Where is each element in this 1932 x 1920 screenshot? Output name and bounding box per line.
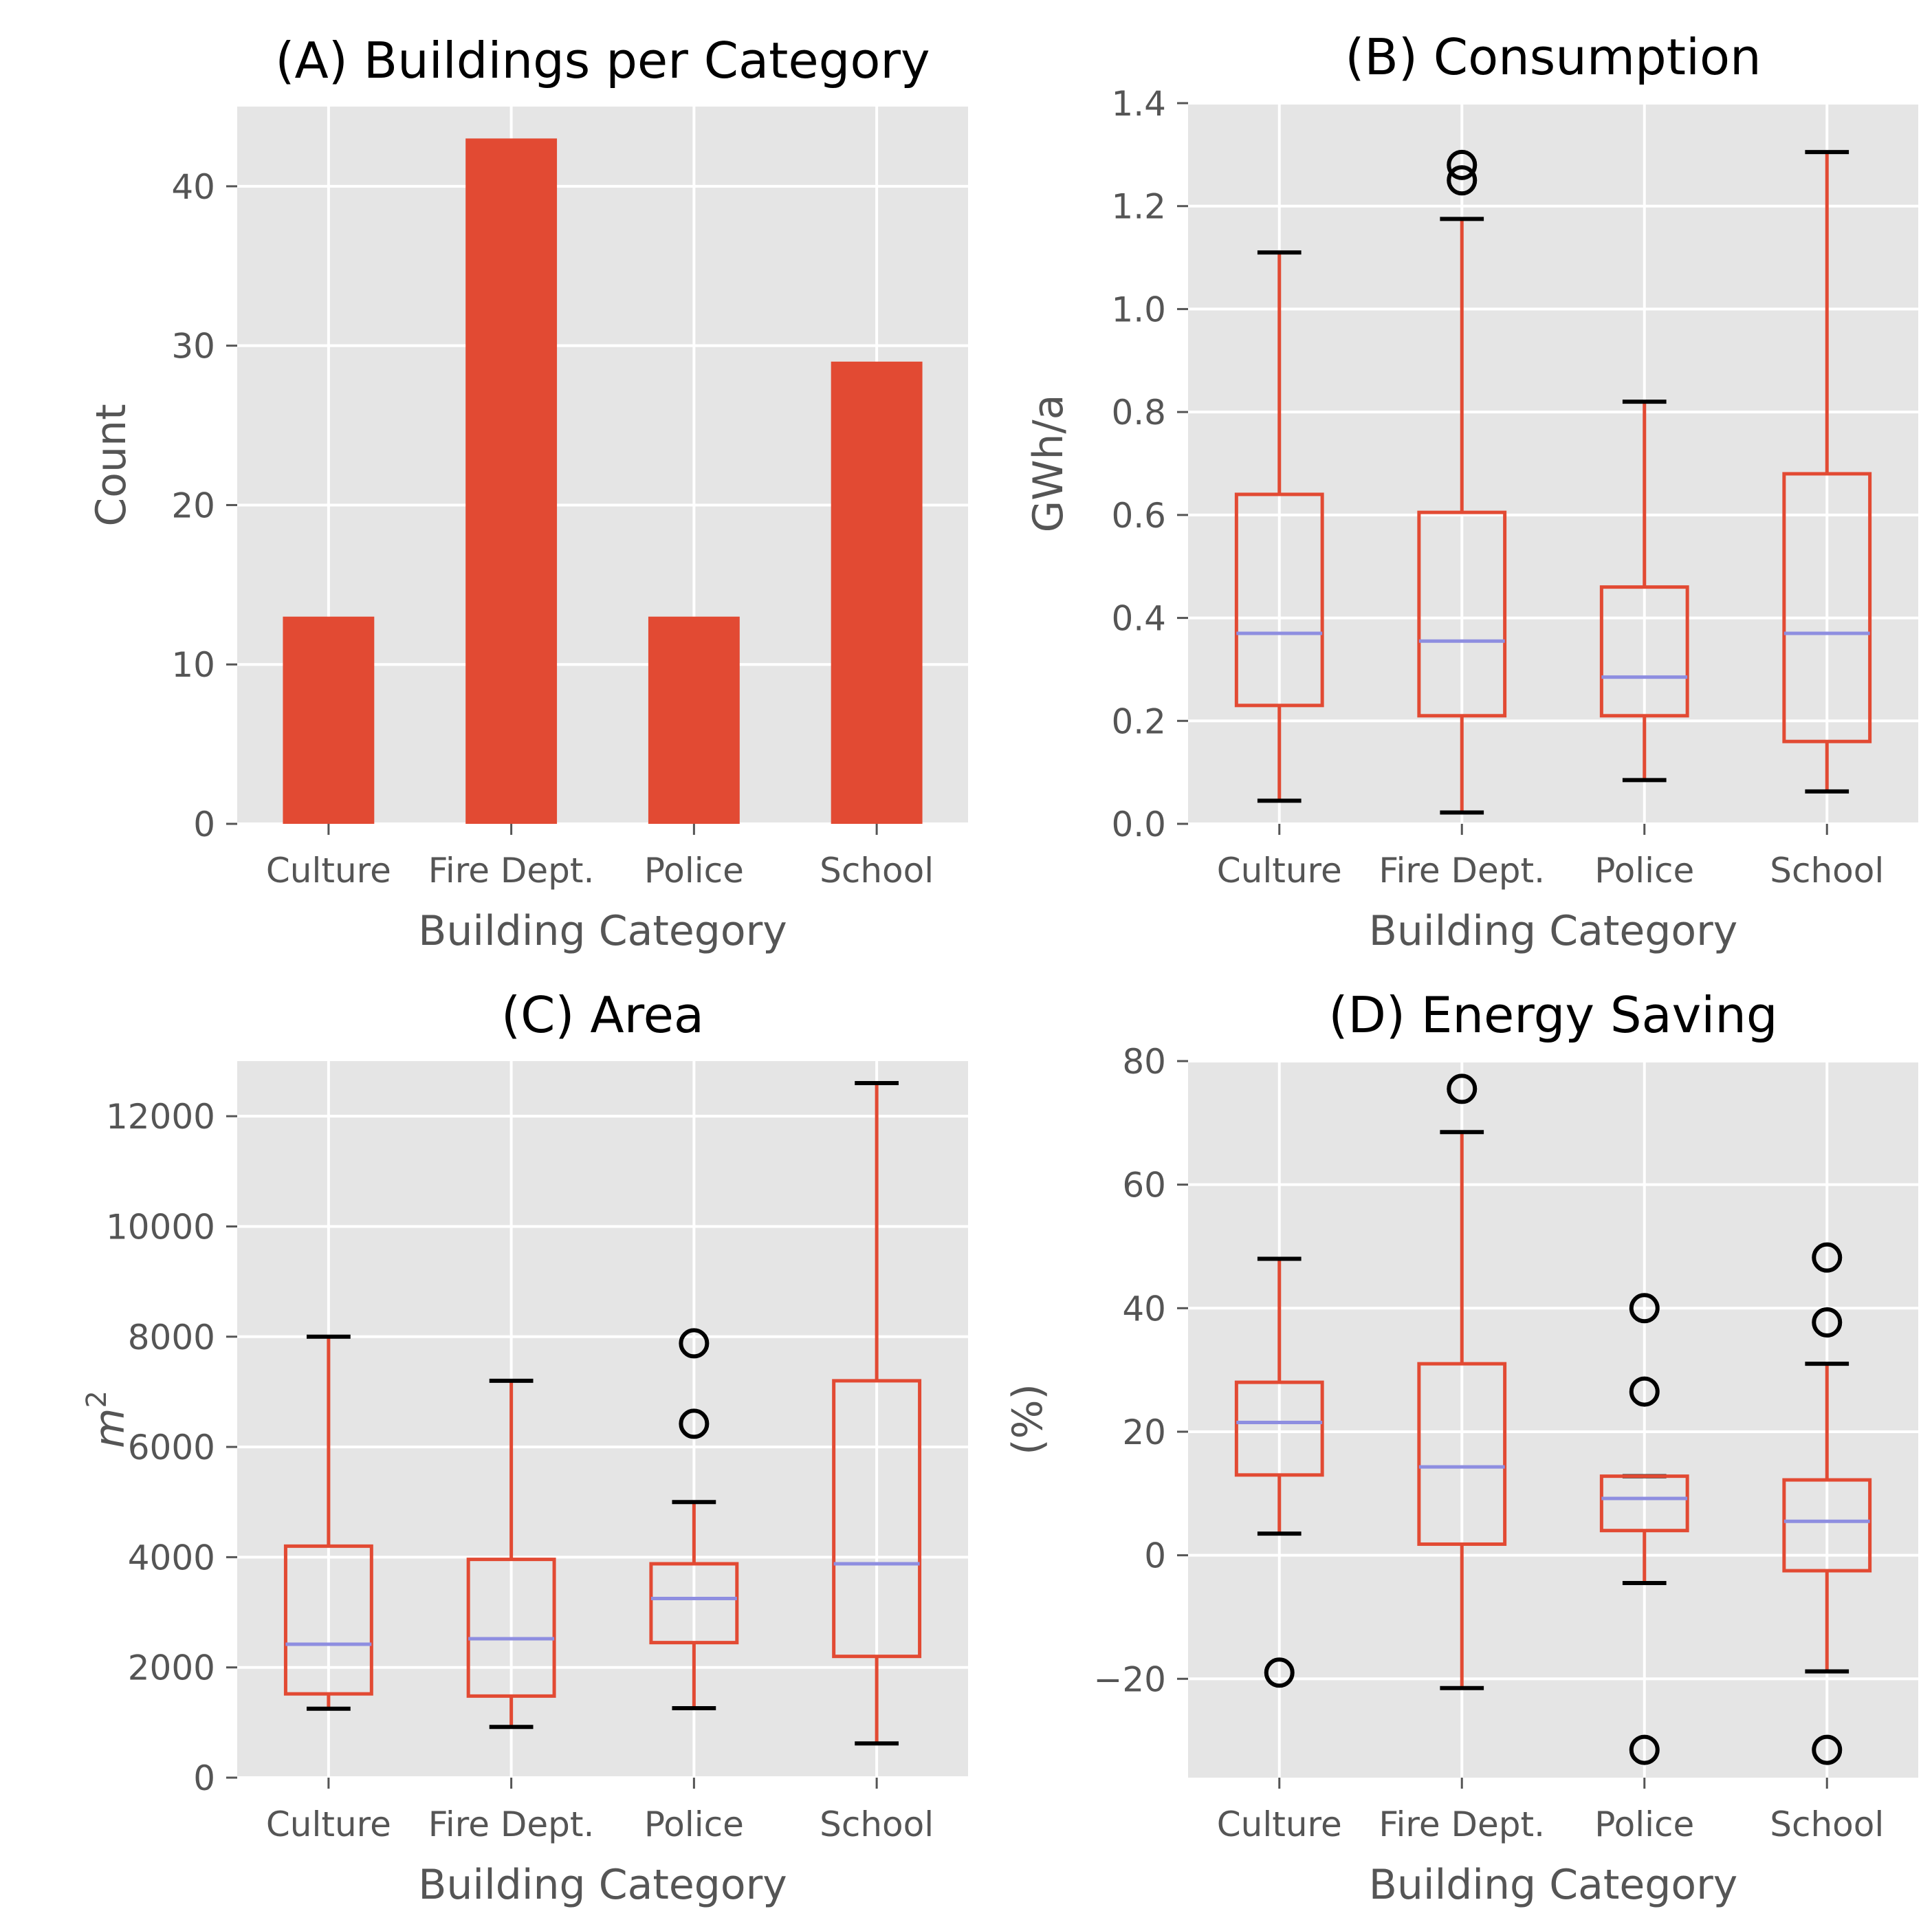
panel-c-outlier-2-0 bbox=[679, 1408, 710, 1439]
panel-c-ylabel-base: m bbox=[86, 1408, 134, 1448]
panel-b-xtick-label-1: Fire Dept. bbox=[1379, 851, 1545, 891]
panel-b-ytick-label-2: 0.4 bbox=[1111, 599, 1166, 639]
panel-c-ytick-label-3: 6000 bbox=[128, 1428, 215, 1468]
panel-d-title: (D) Energy Saving bbox=[1328, 986, 1777, 1044]
panel-c-box-3 bbox=[832, 1379, 922, 1659]
panel-c-ylabel-sup: 2 bbox=[81, 1390, 113, 1408]
panel-b-ytick-label-4: 0.8 bbox=[1111, 393, 1166, 433]
panel-b-ytick-label-0: 0.0 bbox=[1111, 805, 1166, 844]
panel-a-ytick-label-0: 0 bbox=[193, 805, 215, 844]
panel-d-outlier-3-0 bbox=[1812, 1307, 1843, 1338]
panel-a-xlabel: Building Category bbox=[418, 907, 787, 955]
panel-b-xlabel: Building Category bbox=[1369, 907, 1738, 955]
panel-c-xlabel: Building Category bbox=[418, 1861, 787, 1909]
panel-d-outlier-0-0 bbox=[1264, 1657, 1295, 1688]
panel-b-xtick-label-2: Police bbox=[1594, 851, 1694, 891]
panel-d-xlabel: Building Category bbox=[1369, 1861, 1738, 1909]
panel-a-ytick-label-1: 10 bbox=[171, 645, 215, 685]
panel-b-ytick-label-3: 0.6 bbox=[1111, 496, 1166, 536]
panel-d-outlier-2-1 bbox=[1629, 1293, 1660, 1324]
panel-b-outlier-1-1 bbox=[1447, 149, 1478, 180]
panel-d-ytick-label-0: −20 bbox=[1093, 1659, 1166, 1699]
panel-a-xtick-label-0: Culture bbox=[266, 851, 391, 891]
panel-b-title: (B) Consumption bbox=[1345, 28, 1761, 86]
panel-c-ytick-label-2: 4000 bbox=[128, 1538, 215, 1578]
panel-d-box-1 bbox=[1417, 1362, 1507, 1546]
panel-d-xtick-label-1: Fire Dept. bbox=[1379, 1804, 1545, 1844]
panel-d-box-3 bbox=[1782, 1478, 1872, 1573]
panel-c-background bbox=[237, 1061, 968, 1778]
panel-a-bar-1 bbox=[465, 138, 558, 824]
panel-d-outlier-3-2 bbox=[1812, 1734, 1843, 1765]
panel-a-bar-0 bbox=[283, 616, 375, 824]
panel-d-xtick-label-3: School bbox=[1770, 1804, 1884, 1844]
panel-d-xtick-label-0: Culture bbox=[1217, 1804, 1342, 1844]
panel-c-ytick-label-6: 12000 bbox=[106, 1097, 215, 1137]
panel-b-ytick-label-6: 1.2 bbox=[1111, 187, 1166, 227]
panel-c-outlier-2-1 bbox=[679, 1328, 710, 1359]
panel-d-ytick-label-5: 80 bbox=[1122, 1042, 1166, 1082]
panel-b-ytick-label-5: 1.0 bbox=[1111, 290, 1166, 329]
panel-a-xtick-label-3: School bbox=[820, 851, 934, 891]
panel-c-xtick-label-1: Fire Dept. bbox=[428, 1804, 595, 1844]
panel-d-outlier-1-0 bbox=[1447, 1073, 1478, 1104]
panel-b-xtick-label-0: Culture bbox=[1217, 851, 1342, 891]
panel-d-outlier-3-1 bbox=[1812, 1242, 1843, 1273]
panel-c-title: (C) Area bbox=[501, 986, 704, 1044]
panel-d-background bbox=[1188, 1061, 1918, 1778]
panel-d-box-0 bbox=[1234, 1380, 1324, 1477]
panel-b-ylabel: GWh/a bbox=[1024, 395, 1073, 533]
panel-a-ylabel: Count bbox=[87, 404, 135, 526]
panel-b-box-2 bbox=[1599, 585, 1689, 718]
panel-a-ytick-label-2: 20 bbox=[171, 486, 215, 525]
panel-d-ylabel: (%) bbox=[1004, 1384, 1052, 1455]
panel-d-xtick-label-2: Police bbox=[1594, 1804, 1694, 1844]
panel-a-ytick-label-3: 30 bbox=[171, 327, 215, 367]
panel-d-outlier-2-0 bbox=[1629, 1376, 1660, 1407]
panel-c-box-2 bbox=[649, 1562, 739, 1645]
panel-c-box-1 bbox=[466, 1558, 556, 1698]
panel-b-xtick-label-3: School bbox=[1770, 851, 1884, 891]
panel-d-ytick-label-1: 0 bbox=[1144, 1536, 1166, 1576]
panel-d-ytick-label-4: 60 bbox=[1122, 1166, 1166, 1206]
panel-c-ytick-label-4: 8000 bbox=[128, 1318, 215, 1357]
panel-b-ytick-label-7: 1.4 bbox=[1111, 84, 1166, 124]
panel-d-box-2 bbox=[1599, 1474, 1689, 1533]
panel-b-box-3 bbox=[1782, 472, 1872, 743]
panel-c-ytick-label-5: 10000 bbox=[106, 1207, 215, 1247]
panel-b-background bbox=[1188, 103, 1918, 824]
panel-c-xtick-label-3: School bbox=[820, 1804, 934, 1844]
panel-b-box-0 bbox=[1234, 492, 1324, 708]
panel-a-title: (A) Buildings per Category bbox=[275, 32, 930, 89]
panel-a-ytick-label-4: 40 bbox=[171, 167, 215, 207]
panel-a-bar-3 bbox=[831, 361, 923, 824]
panel-c-xtick-label-2: Police bbox=[644, 1804, 744, 1844]
panel-c-box-0 bbox=[283, 1544, 373, 1696]
panel-d-ytick-label-2: 20 bbox=[1122, 1412, 1166, 1452]
panel-c-ytick-label-1: 2000 bbox=[128, 1648, 215, 1688]
panel-c-ytick-label-0: 0 bbox=[193, 1758, 215, 1798]
panel-b-outlier-1-0 bbox=[1447, 165, 1478, 196]
panel-b-ytick-label-1: 0.2 bbox=[1111, 701, 1166, 741]
panel-a-xtick-label-1: Fire Dept. bbox=[428, 851, 595, 891]
panel-a-xtick-label-2: Police bbox=[644, 851, 744, 891]
panel-d-ytick-label-3: 40 bbox=[1122, 1289, 1166, 1329]
panel-c-ylabel: m2 bbox=[81, 1390, 134, 1448]
panel-b-box-1 bbox=[1417, 510, 1507, 718]
panel-d-outlier-2-2 bbox=[1629, 1734, 1660, 1765]
panel-c-xtick-label-0: Culture bbox=[266, 1804, 391, 1844]
panel-a-bar-2 bbox=[648, 616, 740, 824]
